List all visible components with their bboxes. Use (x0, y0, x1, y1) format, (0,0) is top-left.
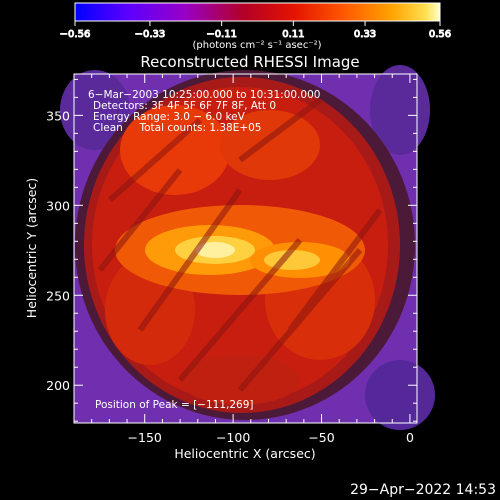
colorbar-tick-label: −0.33 (135, 29, 166, 40)
heatmap-image (60, 65, 435, 430)
annotation-time-range: 6−Mar−2003 10:25:00.000 to 10:31:00.000 (88, 89, 320, 101)
x-tick-label: 0 (406, 430, 414, 445)
peak-position-label: Position of Peak = [−111,269] (95, 399, 254, 411)
y-axis-label: Heliocentric Y (arcsec) (24, 178, 39, 318)
colorbar-tick-label: 0.33 (354, 29, 376, 40)
colorbar (74, 2, 441, 22)
axis-ticks (74, 74, 417, 423)
x-tick-label: −150 (128, 430, 162, 445)
y-tick-label: 200 (46, 378, 70, 393)
axis-tick-labels: −150 −100 −50 0 200 250 300 350 (46, 108, 414, 445)
colorbar-tick-label: 0.11 (282, 29, 304, 40)
x-tick-label: −100 (216, 430, 250, 445)
x-tick-label: −50 (308, 430, 334, 445)
annotation-detectors: Detectors: 3F 4F 5F 6F 7F 8F, Att 0 (93, 100, 276, 112)
colorbar-tick-label: −0.56 (60, 29, 91, 40)
chart-title: Reconstructed RHESSI Image (140, 53, 359, 71)
plot-frame (73, 73, 418, 424)
y-tick-label: 250 (46, 288, 70, 303)
x-axis-label: Heliocentric X (arcsec) (174, 446, 315, 461)
y-tick-label: 300 (46, 198, 70, 213)
y-tick-label: 350 (46, 108, 70, 123)
timestamp: 29−Apr−2022 14:53 (350, 482, 496, 498)
annotation-clean-counts: Clean Total counts: 1.38E+05 (93, 122, 262, 134)
colorbar-tick-label: −0.11 (206, 29, 237, 40)
colorbar-tick-label: 0.56 (429, 29, 451, 40)
annotation-energy-range: Energy Range: 3.0 − 6.0 keV (93, 111, 246, 123)
colorbar-ticks: −0.56 −0.33 −0.11 0.11 0.33 0.56 (59, 21, 452, 41)
colorbar-units: (photons cm⁻² s⁻¹ asec⁻²) (192, 40, 321, 51)
